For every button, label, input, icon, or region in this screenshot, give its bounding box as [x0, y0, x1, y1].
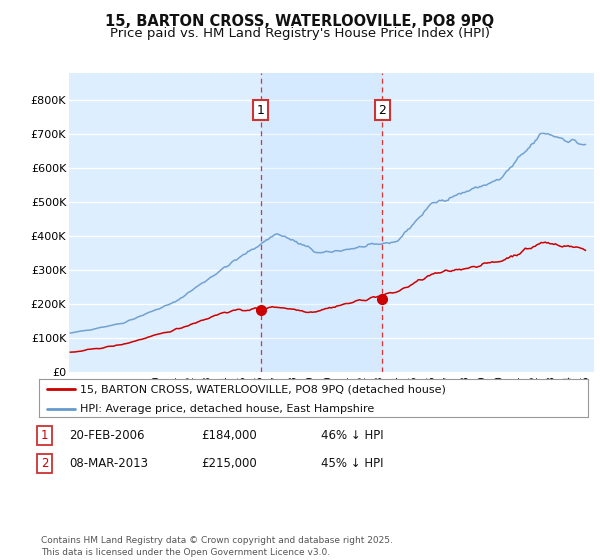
Text: 15, BARTON CROSS, WATERLOOVILLE, PO8 9PQ: 15, BARTON CROSS, WATERLOOVILLE, PO8 9PQ: [106, 14, 494, 29]
Text: 20-FEB-2006: 20-FEB-2006: [69, 429, 145, 442]
Text: 46% ↓ HPI: 46% ↓ HPI: [321, 429, 383, 442]
Text: 2: 2: [379, 104, 386, 116]
Text: £184,000: £184,000: [201, 429, 257, 442]
Text: Contains HM Land Registry data © Crown copyright and database right 2025.
This d: Contains HM Land Registry data © Crown c…: [41, 536, 392, 557]
Text: 15, BARTON CROSS, WATERLOOVILLE, PO8 9PQ (detached house): 15, BARTON CROSS, WATERLOOVILLE, PO8 9PQ…: [80, 384, 446, 394]
Text: 2: 2: [41, 457, 49, 470]
Text: HPI: Average price, detached house, East Hampshire: HPI: Average price, detached house, East…: [80, 404, 374, 414]
Text: £215,000: £215,000: [201, 457, 257, 470]
Bar: [260, 73, 382, 372]
Text: 08-MAR-2013: 08-MAR-2013: [69, 457, 148, 470]
Text: Price paid vs. HM Land Registry's House Price Index (HPI): Price paid vs. HM Land Registry's House …: [110, 27, 490, 40]
Text: 1: 1: [41, 429, 49, 442]
Text: 1: 1: [257, 104, 265, 116]
Text: 45% ↓ HPI: 45% ↓ HPI: [321, 457, 383, 470]
